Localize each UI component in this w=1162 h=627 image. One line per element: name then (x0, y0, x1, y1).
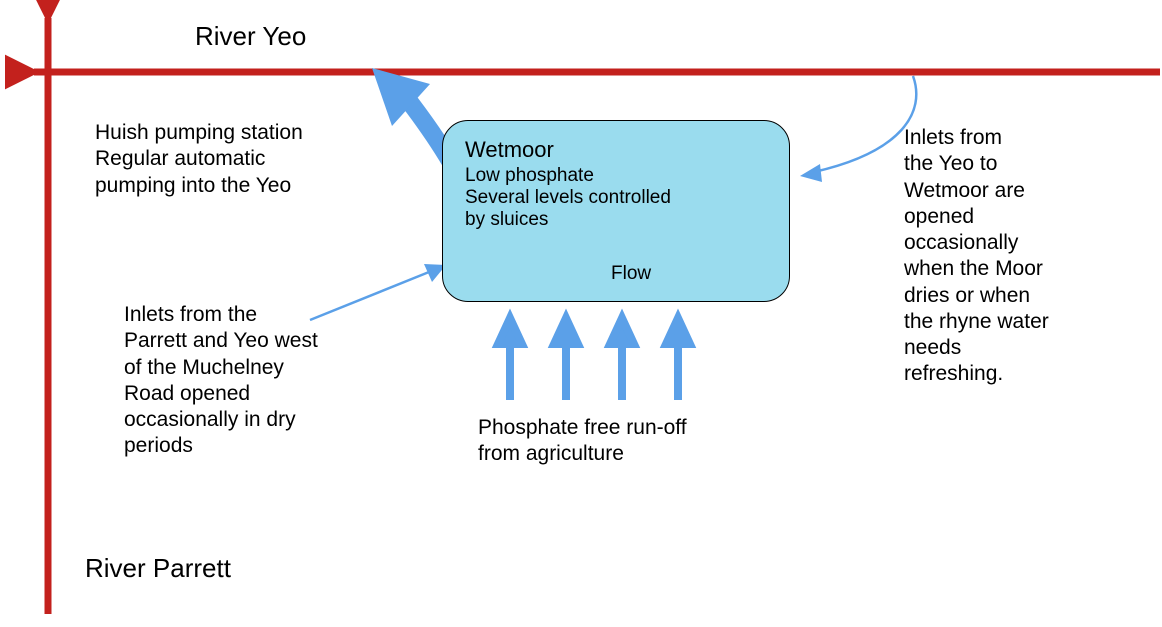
river-yeo-label: River Yeo (195, 20, 306, 53)
inlets-west-annotation: Inlets from the Parrett and Yeo west of … (124, 302, 318, 460)
inlets-west-line4: Road opened (124, 381, 318, 407)
flow-label: Flow (611, 263, 651, 285)
inlets-yeo-line3: Wetmoor are (904, 178, 1049, 204)
wetmoor-line2: Several levels controlled (465, 187, 767, 209)
yeo-inlet-arrow-head (800, 164, 822, 182)
yeo-inlet-arrow (814, 76, 916, 172)
inlets-yeo-line4: opened (904, 204, 1049, 230)
runoff-annotation: Phosphate free run-off from agriculture (478, 415, 687, 468)
diagram-canvas: River Yeo River Parrett Wetmoor Low phos… (0, 0, 1162, 627)
inlets-yeo-line2: the Yeo to (904, 151, 1049, 177)
runoff-arrows (498, 318, 690, 400)
runoff-line2: from agriculture (478, 441, 687, 467)
wetmoor-line3: by sluices (465, 209, 767, 231)
huish-line1: Huish pumping station (95, 120, 303, 146)
inlets-yeo-line6: when the Moor (904, 256, 1049, 282)
wetmoor-title: Wetmoor (465, 137, 767, 163)
pump-arrow-head (372, 68, 430, 126)
wetmoor-line1: Low phosphate (465, 165, 767, 187)
inlets-west-line2: Parrett and Yeo west (124, 328, 318, 354)
runoff-line1: Phosphate free run-off (478, 415, 687, 441)
inlets-west-line5: occasionally in dry (124, 407, 318, 433)
huish-annotation: Huish pumping station Regular automatic … (95, 120, 303, 199)
inlets-west-line6: periods (124, 433, 318, 459)
inlets-yeo-line8: the rhyne water (904, 309, 1049, 335)
inlets-yeo-line1: Inlets from (904, 125, 1049, 151)
inlets-yeo-line7: dries or when (904, 283, 1049, 309)
river-parrett-label: River Parrett (85, 552, 231, 585)
inlets-yeo-line10: refreshing. (904, 361, 1049, 387)
wetmoor-box: Wetmoor Low phosphate Several levels con… (442, 120, 790, 302)
inlets-yeo-annotation: Inlets from the Yeo to Wetmoor are opene… (904, 125, 1049, 388)
inlets-yeo-line9: needs (904, 335, 1049, 361)
huish-line3: pumping into the Yeo (95, 173, 303, 199)
inlets-west-line1: Inlets from the (124, 302, 318, 328)
inlets-yeo-line5: occasionally (904, 230, 1049, 256)
inlets-west-line3: of the Muchelney (124, 355, 318, 381)
inlets-west-arrow (310, 270, 434, 320)
huish-line2: Regular automatic (95, 146, 303, 172)
